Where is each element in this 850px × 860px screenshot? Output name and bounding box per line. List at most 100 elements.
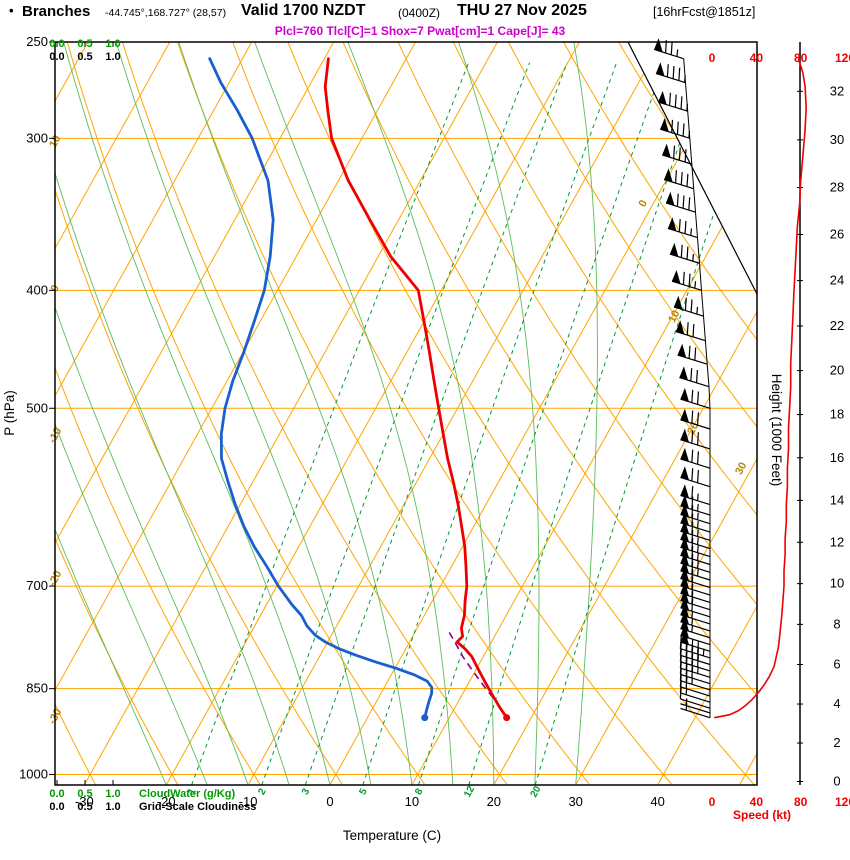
pressure-tick-label: 850 (26, 681, 48, 696)
height-tick-label: 26 (830, 226, 844, 241)
temperature-axis-title: Temperature (C) (343, 828, 441, 843)
scale-value: 1.0 (105, 51, 121, 63)
pressure-tick-label: 1000 (19, 767, 48, 782)
wind-speed-profile (714, 58, 808, 719)
mixing-ratio-label: 5 (357, 786, 370, 796)
scale-value: 0.5 (77, 788, 93, 800)
pressure-tick-label: 500 (26, 400, 48, 415)
isotherm-label: 20 (685, 420, 701, 436)
corner-cut-line (627, 41, 758, 295)
cloudiness-scale-top: 0.0 0.5 1.0 (43, 51, 127, 63)
scale-value: 0.5 (77, 38, 93, 50)
isotherm-label: 0 (637, 198, 650, 209)
valid-time-utc: (0400Z) (398, 6, 441, 20)
isotherm-label: 10 (666, 308, 682, 324)
mixing-ratio-label: 2 (256, 786, 269, 796)
height-tick-label: 4 (833, 696, 840, 711)
scale-value: 1.0 (105, 801, 121, 813)
pressure-axis: 250 300 400 500 700 850 1000 P (hPa) (2, 34, 55, 782)
cloudwater-scale-top: 0.0 0.5 1.0 (43, 38, 127, 50)
scale-value: 0.5 (77, 801, 93, 813)
height-tick-label: 22 (830, 318, 844, 333)
cloudiness-scale-bottom: 0.0 0.5 1.0 Grid-Scale Cloudiness (43, 801, 256, 813)
scale-value: 0.0 (49, 788, 65, 800)
cloudiness-axis-label: Grid-Scale Cloudiness (139, 801, 257, 813)
valid-time-local: Valid 1700 NZDT (241, 2, 366, 19)
temperature-curve (323, 57, 509, 720)
temperature-tick-label: -30 (75, 794, 94, 809)
temperature-tick-label: 10 (405, 794, 419, 809)
speed-axis: 0040408080120120Speed (kt) (709, 51, 850, 822)
speed-tick-label-top: 80 (794, 51, 808, 65)
height-tick-label: 24 (830, 273, 844, 288)
height-tick-label: 14 (830, 492, 844, 507)
pressure-tick-label: 250 (26, 34, 48, 49)
height-tick-label: 10 (830, 576, 844, 591)
height-tick-label: 0 (833, 773, 840, 788)
height-tick-label: 28 (830, 180, 844, 195)
barb-base-line (683, 58, 711, 718)
height-tick-label: 20 (830, 363, 844, 378)
station-name: Branches (22, 3, 91, 20)
height-tick-label: 2 (833, 735, 840, 750)
sounding-parameters: Plcl=760 Tlcl[C]=1 Shox=7 Pwat[cm]=1 Cap… (274, 24, 566, 38)
skewt-grid (55, 42, 757, 785)
mixing-ratio-label: 20 (529, 784, 544, 799)
scale-value: 1.0 (105, 788, 121, 800)
height-tick-label: 18 (830, 407, 844, 422)
temperature-tick-label: 0 (326, 794, 333, 809)
mixing-ratio-label: 8 (413, 786, 426, 796)
temperature-axis: -30 -20 -10 0 10 20 30 40 Temperature (C) (75, 794, 665, 843)
pressure-tick-label: 300 (26, 130, 48, 145)
temperature-tick-label: 20 (487, 794, 501, 809)
mixing-ratio-label: 12 (462, 784, 477, 799)
station-coordinates: -44.745°,168.727° (28,57) (105, 7, 227, 19)
cloudwater-axis-label: CloudWater (g/Kg) (139, 788, 236, 800)
scale-value: 1.0 (105, 38, 121, 50)
speed-tick-label-bottom: 80 (794, 795, 808, 809)
height-tick-label: 30 (830, 132, 844, 147)
speed-tick-label-bottom: 0 (709, 795, 716, 809)
scale-value: 0.0 (49, 801, 65, 813)
speed-axis-title: Speed (kt) (733, 808, 791, 822)
scale-value: 0.5 (77, 51, 93, 63)
speed-tick-label-top: 40 (750, 51, 764, 65)
height-axis-title: Height (1000 Feet) (769, 374, 784, 487)
scale-value: 0.0 (49, 51, 65, 63)
wind-barbs (653, 38, 711, 719)
pressure-tick-label: 400 (26, 282, 48, 297)
mixing-ratio-label: 3 (300, 786, 313, 796)
sounding-profiles (208, 57, 509, 720)
scale-value: 0.0 (49, 38, 65, 50)
plot-border (54, 41, 758, 786)
height-tick-label: 6 (833, 656, 840, 671)
height-tick-label: 12 (830, 534, 844, 549)
cloudwater-scale-bottom: 0.0 0.5 1.0 CloudWater (g/Kg) (43, 788, 235, 800)
speed-tick-label-top: 0 (709, 51, 716, 65)
mixing-ratio-label: 1 (186, 786, 199, 796)
height-tick-label: 8 (833, 616, 840, 631)
forecast-init-info: [16hrFcst@1851z] (653, 5, 756, 19)
temperature-tick-label: -10 (239, 794, 258, 809)
height-tick-label: 16 (830, 450, 844, 465)
pressure-tick-label: 700 (26, 578, 48, 593)
temperature-tick-label: 30 (568, 794, 582, 809)
speed-tick-label-top: 120 (835, 51, 850, 65)
speed-tick-label-bottom: 120 (835, 795, 850, 809)
height-tick-label: 32 (830, 83, 844, 98)
valid-date: THU 27 Nov 2025 (457, 2, 587, 19)
dewpoint-curve (208, 57, 434, 720)
temperature-tick-label: 40 (650, 794, 664, 809)
station-bullet-icon: • (9, 3, 14, 18)
isotherm-label: 30 (733, 460, 749, 476)
surface-markers (421, 714, 511, 722)
surface-temperature-dot (503, 714, 511, 722)
surface-dewpoint-dot (421, 714, 429, 722)
speed-tick-label-bottom: 40 (750, 795, 764, 809)
pressure-axis-title: P (hPa) (2, 390, 17, 436)
temperature-tick-label: -20 (157, 794, 176, 809)
